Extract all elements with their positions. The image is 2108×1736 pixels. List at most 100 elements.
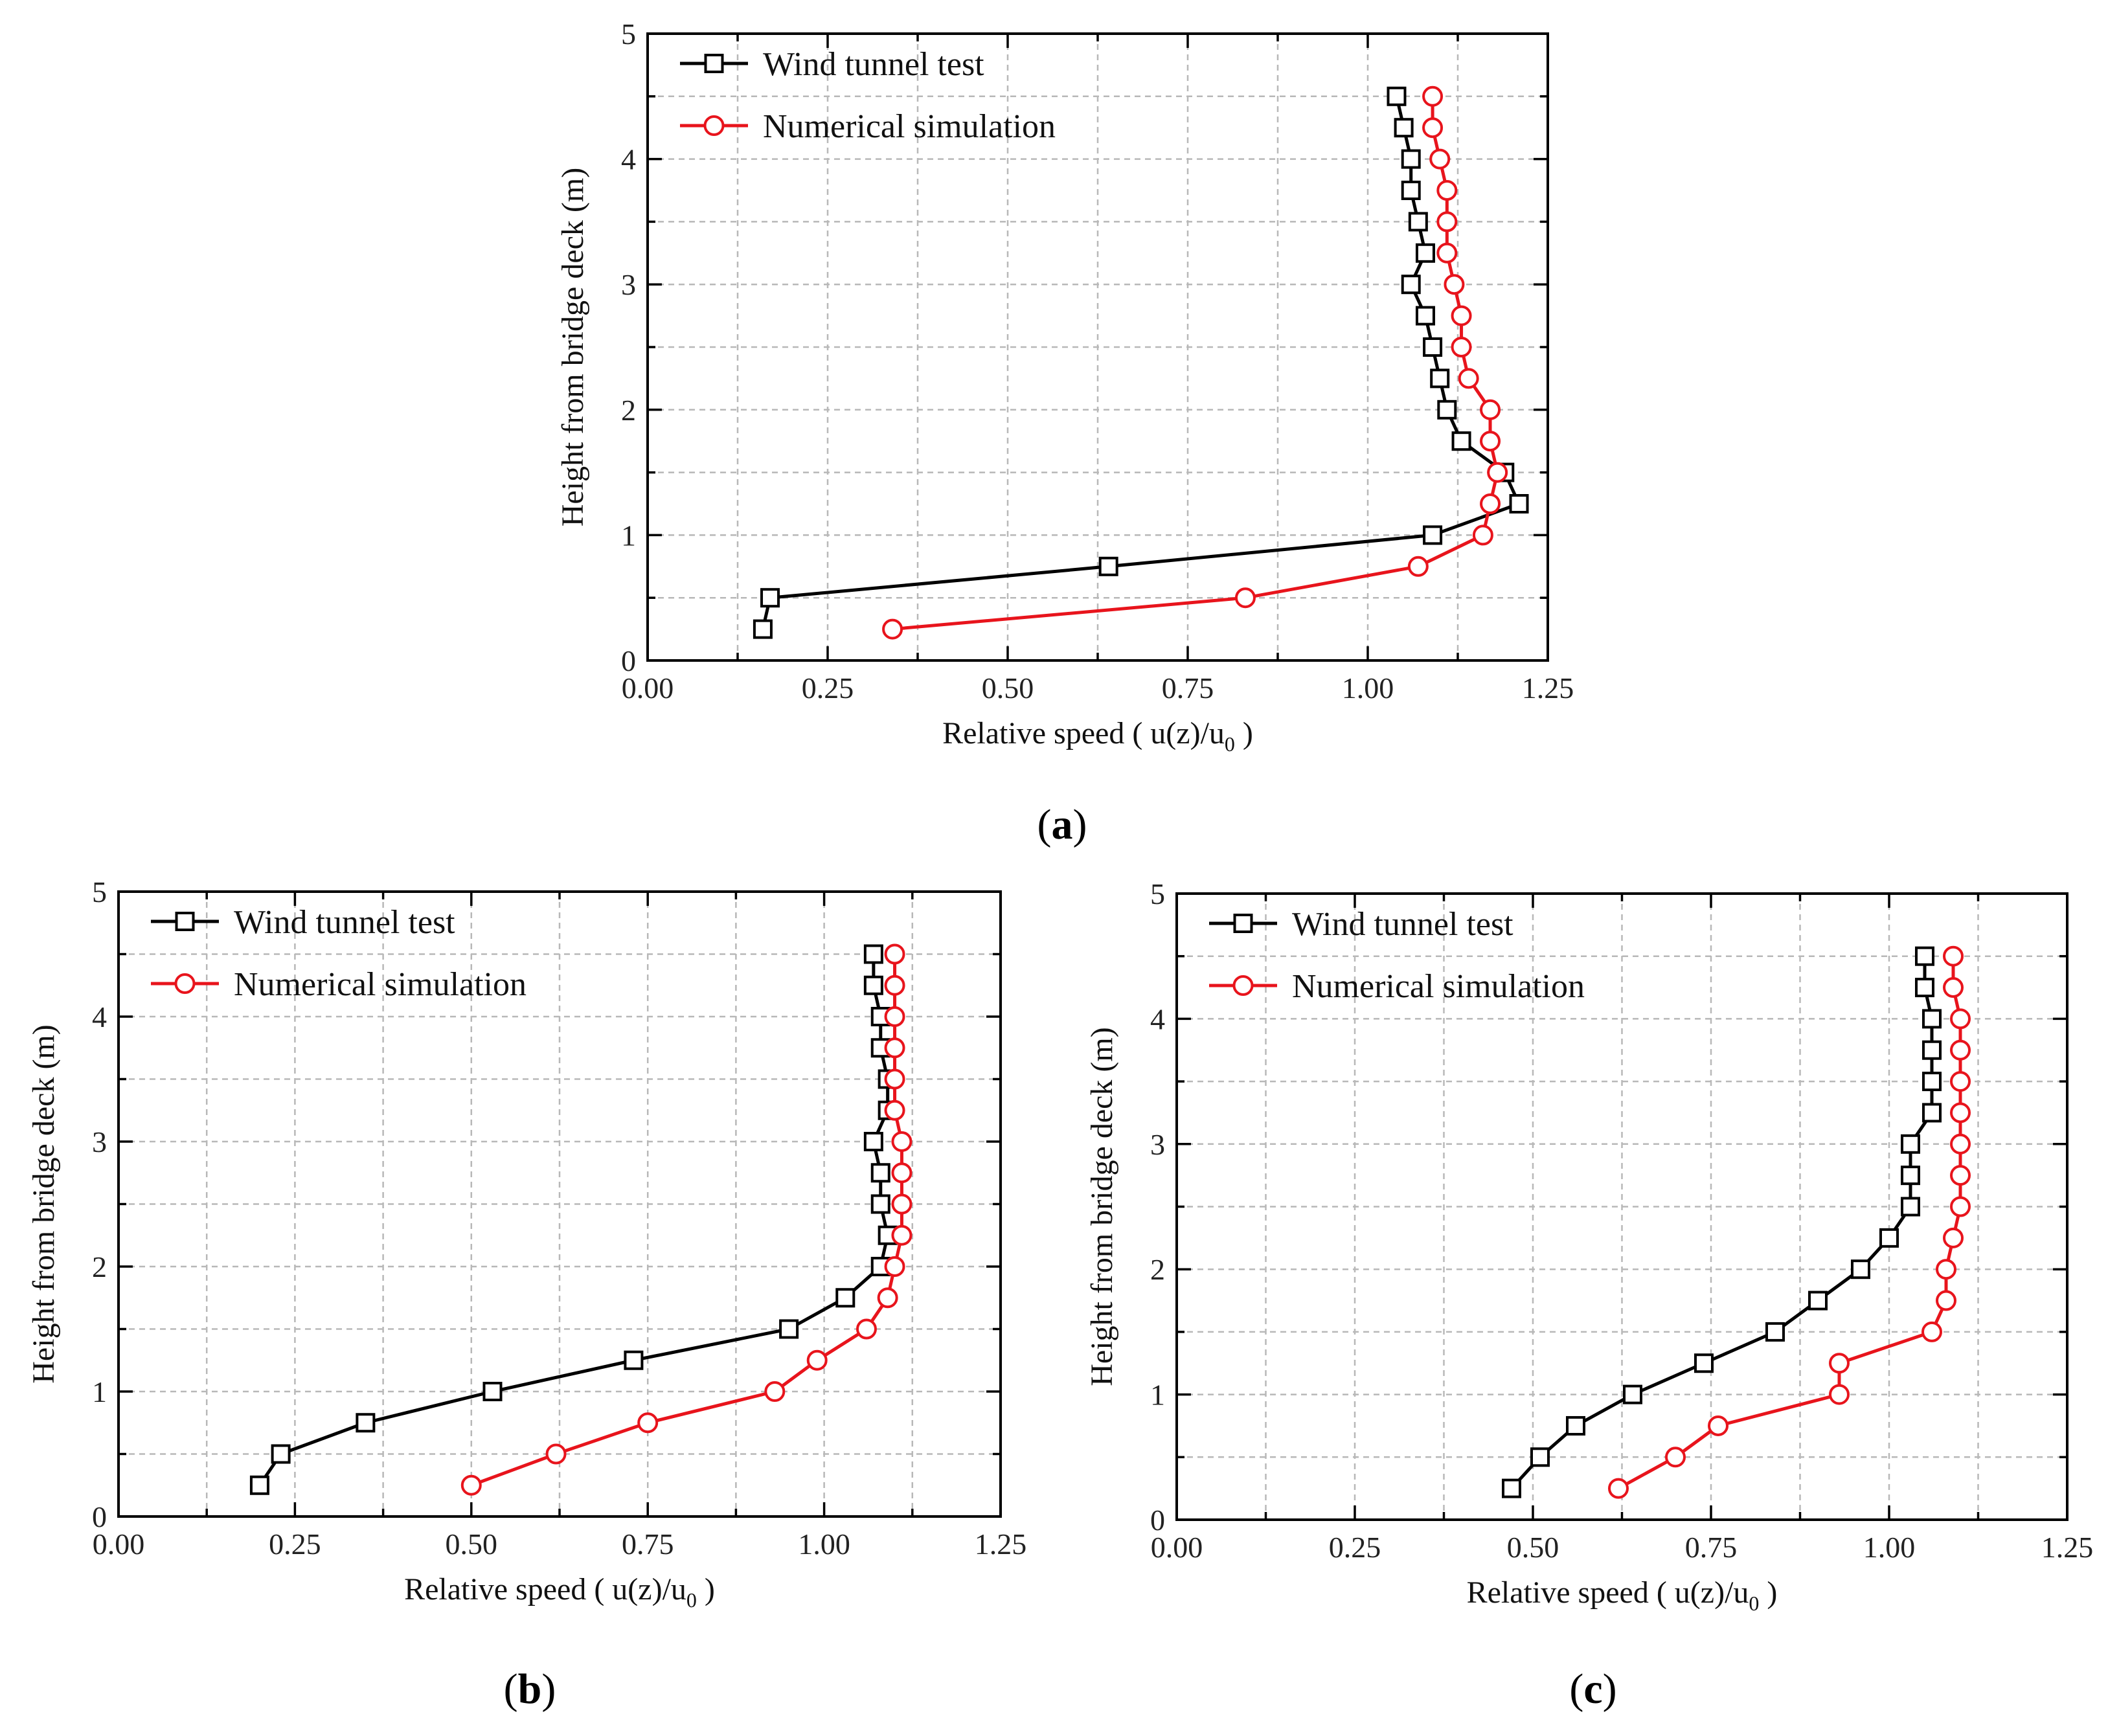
data-point-square	[1423, 337, 1443, 357]
data-point-square	[1387, 86, 1407, 106]
legend-marker-square	[175, 912, 195, 931]
series-wind-tunnel-test	[753, 86, 1529, 639]
data-point-circle	[1943, 977, 1964, 998]
data-point-circle	[1451, 337, 1472, 357]
data-point-circle	[884, 1256, 905, 1277]
data-point-square	[870, 1194, 890, 1214]
x-axis-title-subscript: 0	[686, 1588, 697, 1612]
data-point-circle	[1936, 1290, 1956, 1311]
data-point-square	[1851, 1259, 1870, 1279]
data-point-circle	[1950, 1165, 1971, 1186]
series-numerical-simulation	[1608, 945, 1971, 1499]
y-tick-label: 3	[621, 268, 636, 301]
x-axis-title-end: )	[697, 1572, 715, 1606]
data-point-circle	[1480, 399, 1501, 420]
data-point-circle	[1436, 211, 1458, 232]
data-point-square	[1901, 1166, 1920, 1186]
legend-label: Wind tunnel test	[763, 46, 984, 83]
data-point-square	[249, 1475, 269, 1495]
y-tick-label: 2	[92, 1250, 107, 1283]
data-point-circle	[1608, 1478, 1629, 1499]
data-point-circle	[1422, 85, 1444, 107]
legend-label: Numerical simulation	[234, 966, 527, 1003]
x-tick-label: 0.25	[802, 671, 854, 705]
series-line	[761, 96, 1521, 630]
y-tick-label: 1	[92, 1375, 107, 1408]
chart-panel-b: 0.00 0.25 0.50 0.75 1.00 1.25 0 1 2 3 4 5 Relative s…	[27, 875, 1026, 1612]
series-wind-tunnel-test	[249, 944, 898, 1495]
y-tick-label: 2	[621, 394, 636, 427]
data-point-square	[1901, 1134, 1920, 1154]
data-point-square	[1915, 978, 1934, 998]
x-tick-label: 0.25	[1329, 1531, 1381, 1564]
data-point-circle	[1950, 1133, 1971, 1155]
data-point-circle	[1950, 1008, 1971, 1030]
y-tick-label: 5	[1150, 877, 1165, 910]
data-point-circle	[1429, 148, 1451, 170]
data-point-circle	[884, 1099, 905, 1121]
y-axis-title: Height from bridge deck (m)	[1085, 1027, 1119, 1386]
legend-marker-circle	[703, 115, 725, 136]
data-point-circle	[1936, 1259, 1956, 1280]
data-point-circle	[1436, 242, 1458, 264]
x-tick-label: 1.00	[798, 1527, 850, 1561]
legend-marker-square	[1233, 914, 1253, 933]
data-point-circle	[1234, 587, 1256, 609]
data-point-square	[1509, 494, 1529, 513]
x-tick-label: 0.25	[269, 1527, 321, 1561]
data-point-circle	[460, 1474, 482, 1496]
data-point-circle	[806, 1349, 828, 1371]
y-tick-label: 3	[1150, 1128, 1165, 1161]
data-point-square	[1401, 181, 1421, 200]
y-axis-title: Height from bridge deck (m)	[556, 168, 590, 526]
y-tick-label: 0	[621, 644, 636, 677]
plot-frame	[117, 890, 1002, 1518]
data-point-square	[1451, 431, 1471, 451]
x-axis-title-end: )	[1235, 716, 1253, 750]
data-point-circle	[1407, 556, 1429, 577]
x-axis-title-main: Relative speed ( u(z)/u	[1467, 1575, 1749, 1610]
data-point-circle	[1950, 1196, 1971, 1217]
data-point-square	[1394, 118, 1414, 138]
legend-label: Wind tunnel test	[234, 904, 455, 941]
y-tick-label: 5	[621, 17, 636, 51]
legend-marker-circle	[174, 973, 196, 994]
data-point-circle	[1708, 1415, 1728, 1436]
data-point-circle	[1943, 1227, 1964, 1248]
data-point-circle	[1829, 1384, 1850, 1405]
x-axis-title-subscript: 0	[1225, 732, 1235, 756]
data-point-square	[1401, 149, 1421, 169]
x-tick-label: 0.00	[1151, 1531, 1203, 1564]
data-point-square	[1922, 1072, 1942, 1092]
series-line	[1617, 956, 1962, 1490]
data-point-square	[271, 1444, 291, 1464]
data-point-circle	[891, 1131, 912, 1152]
data-point-circle	[1829, 1353, 1850, 1374]
data-point-square	[1901, 1197, 1920, 1217]
x-tick-label: 0.75	[1162, 671, 1214, 705]
data-point-square	[863, 1132, 883, 1151]
y-tick-label: 3	[92, 1125, 107, 1158]
legend: Wind tunnel test Numerical simulation	[151, 904, 527, 1003]
x-axis-title-main: Relative speed ( u(z)/u	[404, 1572, 686, 1606]
data-point-circle	[1444, 274, 1465, 295]
data-point-circle	[1950, 1102, 1971, 1123]
data-point-square	[1694, 1353, 1714, 1373]
panel-label-c: (c)	[1569, 1665, 1616, 1713]
x-tick-label: 1.25	[975, 1527, 1027, 1561]
y-axis-title: Height from bridge deck (m)	[27, 1024, 61, 1383]
data-point-square	[1502, 1478, 1521, 1498]
data-point-square	[779, 1319, 799, 1339]
data-point-circle	[856, 1318, 877, 1340]
data-point-square	[1401, 275, 1421, 295]
x-tick-label: 0.00	[93, 1527, 145, 1561]
data-point-circle	[1451, 305, 1472, 326]
data-point-circle	[637, 1412, 659, 1434]
y-tick-label: 2	[1150, 1253, 1165, 1286]
data-point-square	[753, 619, 773, 639]
data-point-square	[863, 975, 883, 995]
data-point-circle	[891, 1193, 912, 1215]
x-tick-label: 0.50	[446, 1527, 498, 1561]
data-point-square	[624, 1350, 644, 1370]
